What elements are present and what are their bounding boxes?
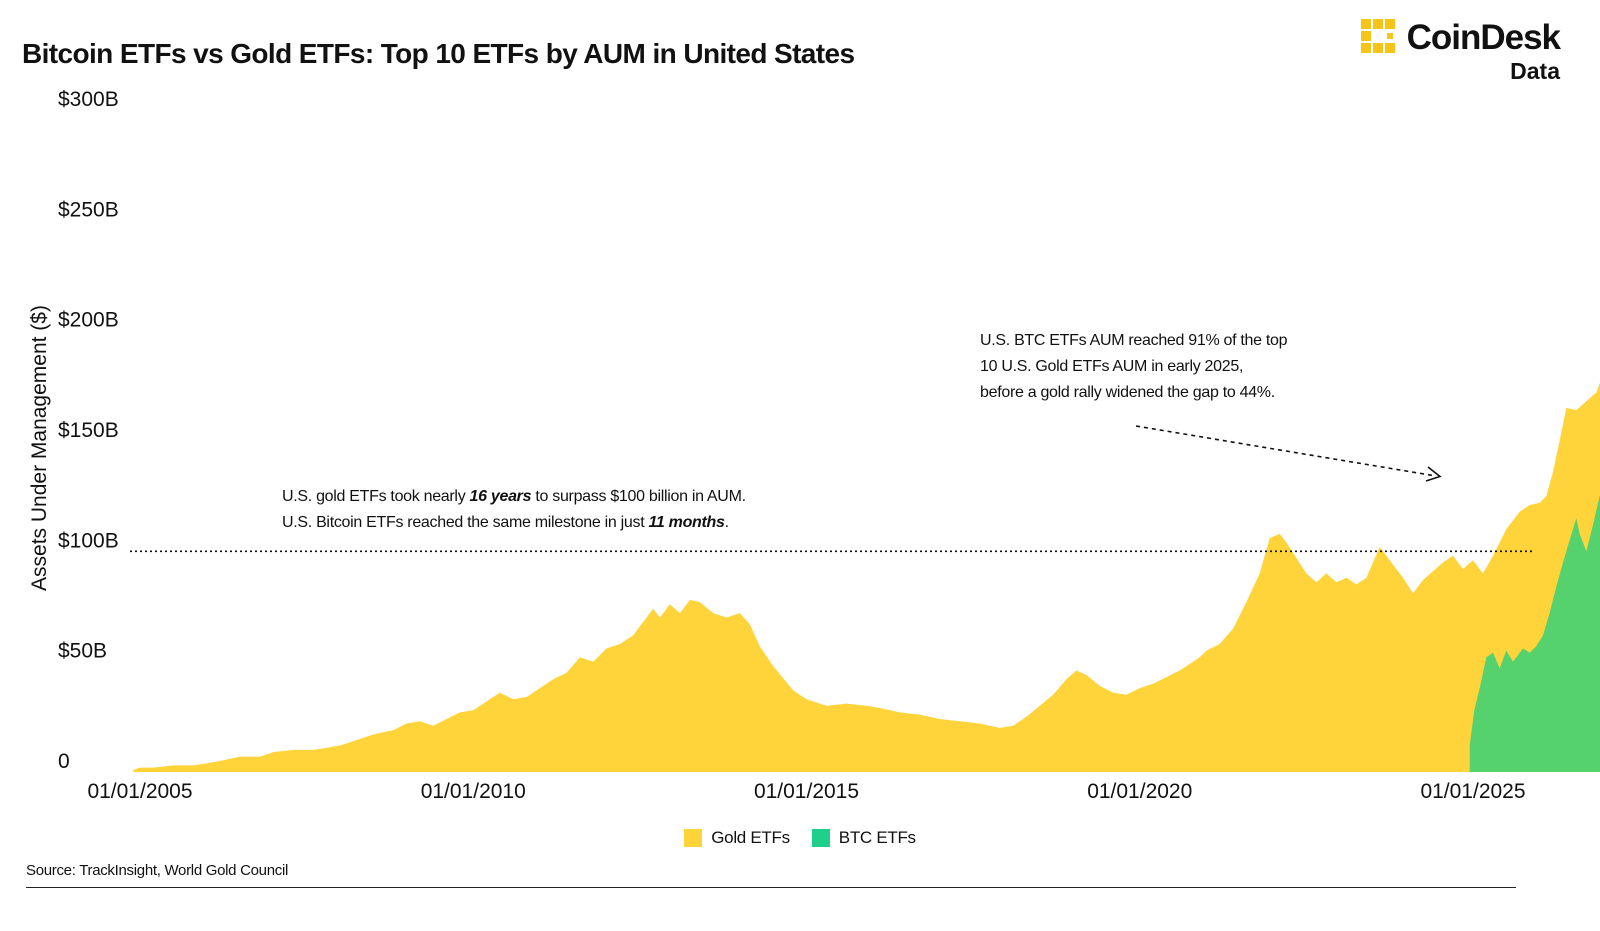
gold-note-line1-post: to surpass $100 billion in AUM.: [531, 488, 746, 505]
y-tick-label: $150B: [58, 419, 119, 442]
logo-row: CoinDesk: [1357, 16, 1561, 60]
btc-note-line2: 10 U.S. Gold ETFs AUM in early 2025,: [980, 358, 1243, 375]
y-axis-ticks: 0 $50B $100B $150B $200B $250B $300B: [58, 88, 119, 773]
btc-swatch: [811, 829, 830, 847]
gold-note-line2-em: 11 months: [648, 514, 725, 531]
legend-item-gold[interactable]: Gold ETFs: [684, 828, 790, 848]
chart-legend: Gold ETFs BTC ETFs: [0, 828, 1600, 848]
gold-etfs-area: [133, 382, 1600, 772]
x-tick-label: 01/01/2010: [421, 780, 526, 803]
btc-etfs-area: [1469, 494, 1600, 772]
x-tick-label: 01/01/2025: [1420, 780, 1525, 803]
chart-title: Bitcoin ETFs vs Gold ETFs: Top 10 ETFs b…: [22, 38, 855, 69]
y-tick-label: $200B: [58, 309, 119, 332]
y-tick-label: $250B: [58, 198, 119, 221]
logo-sub-text: Data: [1510, 58, 1560, 84]
gold-swatch: [684, 829, 703, 847]
legend-gold-label: Gold ETFs: [711, 828, 790, 847]
coindesk-logo: CoinDesk Data: [1357, 16, 1561, 84]
gold-note-line1-em: 16 years: [470, 488, 532, 505]
logo-brand-text: CoinDesk: [1406, 18, 1561, 57]
x-tick-label: 01/01/2005: [87, 780, 192, 803]
coindesk-mark-icon: [1360, 19, 1395, 53]
btc-note-line1: U.S. BTC ETFs AUM reached 91% of the top: [980, 332, 1288, 349]
y-tick-label: 0: [58, 750, 70, 773]
x-tick-label: 01/01/2020: [1087, 780, 1192, 803]
y-tick-label: $50B: [58, 640, 107, 663]
legend-item-btc[interactable]: BTC ETFs: [811, 828, 916, 848]
btc-milestone-annotation: U.S. Bitcoin ETFs reached the same miles…: [282, 514, 729, 531]
y-tick-label: $300B: [58, 88, 119, 111]
btc-note-line3: before a gold rally widened the gap to 4…: [980, 384, 1275, 401]
annotation-arrowhead-icon: [1425, 466, 1442, 482]
gold-note-line2-post: .: [725, 514, 729, 531]
x-axis-ticks: 01/01/2005 01/01/2010 01/01/2015 01/01/2020…: [87, 780, 1525, 803]
legend-btc-label: BTC ETFs: [838, 828, 916, 847]
gold-annotation: U.S. gold ETFs took nearly 16 years to s…: [282, 488, 746, 505]
y-axis-label: Assets Under Management ($): [28, 305, 51, 591]
gold-note-line2-pre: U.S. Bitcoin ETFs reached the same miles…: [282, 514, 648, 531]
y-tick-label: $100B: [58, 529, 119, 552]
source-note: Source: TrackInsight, World Gold Council: [26, 862, 289, 879]
gold-note-line1-pre: U.S. gold ETFs took nearly: [282, 488, 470, 505]
footer-divider: [26, 887, 1516, 888]
x-tick-label: 01/01/2015: [754, 780, 859, 803]
annotation-arrow-line: [1135, 425, 1437, 477]
